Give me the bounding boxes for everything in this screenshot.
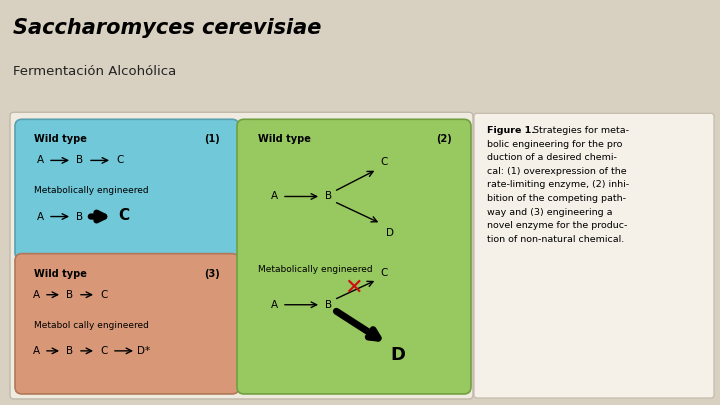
Text: (3): (3): [204, 269, 220, 279]
Text: (2): (2): [436, 134, 452, 144]
Text: C: C: [380, 158, 387, 167]
FancyBboxPatch shape: [10, 112, 473, 399]
Text: Metabolically engineered: Metabolically engineered: [34, 186, 148, 196]
Text: duction of a desired chemi-: duction of a desired chemi-: [487, 153, 617, 162]
FancyBboxPatch shape: [474, 113, 714, 398]
Text: A: A: [32, 290, 40, 300]
Text: way and (3) engineering a: way and (3) engineering a: [487, 207, 613, 217]
Text: A: A: [37, 156, 44, 165]
FancyBboxPatch shape: [237, 119, 471, 394]
Text: D*: D*: [138, 346, 150, 356]
Text: A: A: [32, 346, 40, 356]
Text: A: A: [271, 300, 278, 310]
Text: rate-limiting enzyme, (2) inhi-: rate-limiting enzyme, (2) inhi-: [487, 181, 629, 190]
Text: novel enzyme for the produc-: novel enzyme for the produc-: [487, 221, 627, 230]
Text: B: B: [76, 211, 84, 222]
Text: Strategies for meta-: Strategies for meta-: [533, 126, 629, 135]
Text: Wild type: Wild type: [258, 134, 311, 144]
Text: C: C: [118, 208, 130, 223]
Text: B: B: [325, 192, 333, 201]
Text: Metabolically engineered: Metabolically engineered: [258, 264, 373, 274]
Text: (1): (1): [204, 134, 220, 144]
Text: tion of non-natural chemical.: tion of non-natural chemical.: [487, 234, 624, 243]
Text: bition of the competing path-: bition of the competing path-: [487, 194, 626, 203]
Text: A: A: [271, 192, 278, 201]
Text: B: B: [66, 290, 73, 300]
Text: cal: (1) overexpression of the: cal: (1) overexpression of the: [487, 167, 626, 176]
Text: A: A: [37, 211, 44, 222]
Text: Figure 1.: Figure 1.: [487, 126, 535, 135]
Text: C: C: [100, 346, 108, 356]
Text: B: B: [76, 156, 84, 165]
Text: Wild type: Wild type: [34, 269, 87, 279]
Text: Fermentación Alcohólica: Fermentación Alcohólica: [13, 65, 176, 78]
Text: bolic engineering for the pro: bolic engineering for the pro: [487, 140, 622, 149]
FancyBboxPatch shape: [15, 119, 239, 260]
Text: ✕: ✕: [344, 278, 363, 298]
Text: Metabol cally engineered: Metabol cally engineered: [34, 321, 149, 330]
Text: Wild type: Wild type: [34, 134, 87, 144]
Text: C: C: [117, 156, 124, 165]
Text: D: D: [386, 228, 394, 238]
Text: Saccharomyces cerevisiae: Saccharomyces cerevisiae: [13, 18, 321, 38]
Text: D: D: [390, 346, 405, 364]
FancyBboxPatch shape: [15, 254, 239, 394]
Text: C: C: [100, 290, 108, 300]
Text: B: B: [325, 300, 333, 310]
Text: C: C: [380, 268, 387, 278]
Text: B: B: [66, 346, 73, 356]
